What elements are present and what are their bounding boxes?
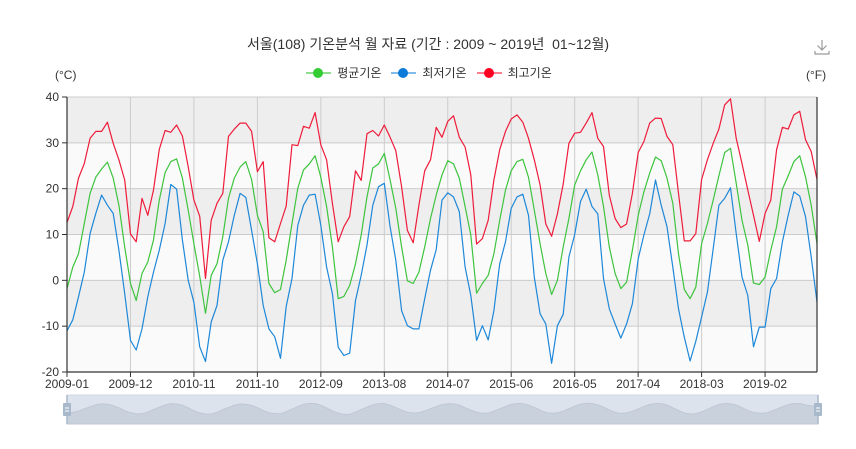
x-tick-label: 2009-12 <box>108 377 152 391</box>
download-icon <box>814 40 830 55</box>
plot-band <box>67 97 817 143</box>
x-tick-label: 2014-07 <box>426 377 470 391</box>
y-axis-unit-right: (°F) <box>806 68 827 82</box>
x-tick-label: 2016-05 <box>553 377 597 391</box>
legend-dot-min <box>398 67 409 78</box>
legend-item-min[interactable]: 최저기온 <box>391 64 467 81</box>
x-tick-label: 2018-03 <box>680 377 724 391</box>
legend-dot-max <box>483 67 494 78</box>
y-tick-label: 10 <box>46 228 60 242</box>
y-axis-unit-left: (°C) <box>55 68 77 82</box>
zoom-handle-right[interactable] <box>814 403 822 416</box>
x-axis-labels: 2009-01 2009-12 2010-11 2011-10 2012-09 2013-… <box>45 377 787 391</box>
legend-label-max: 최고기온 <box>507 66 552 80</box>
legend-dot-avg <box>313 67 324 78</box>
legend-label-avg: 평균기온 <box>337 66 382 80</box>
legend-marker-icon <box>476 66 502 80</box>
plot-background-bands <box>67 97 817 372</box>
series-line-min <box>66 179 818 364</box>
x-tick-label: 2009-01 <box>45 377 89 391</box>
x-tick-label: 2015-06 <box>489 377 533 391</box>
plot-band <box>67 142 817 189</box>
series-line-max <box>66 98 818 280</box>
x-tick-label: 2011-10 <box>236 377 279 391</box>
y-tick-label: 40 <box>46 90 60 104</box>
data-zoom-shadow <box>66 402 819 425</box>
legend-label-min: 최저기온 <box>422 66 467 80</box>
chart-title: 서울(108) 기온분석 월 자료 (기간 : 2009 ~ 2019년 01~… <box>246 36 610 52</box>
x-tick-label: 2019-02 <box>743 377 787 391</box>
plot-band <box>67 234 817 281</box>
y-tick-label: 20 <box>46 182 60 196</box>
axis-lines <box>62 96 818 377</box>
legend: 평균기온 최저기온 최고기온 <box>0 64 856 81</box>
plot-band <box>67 188 817 235</box>
legend-marker-icon <box>306 66 332 80</box>
y-tick-label: 30 <box>46 136 60 150</box>
x-tick-label: 2010-11 <box>172 377 215 391</box>
series-line-avg <box>66 147 818 314</box>
series-lines <box>66 98 818 364</box>
data-zoom-slider[interactable] <box>63 394 822 425</box>
x-tick-label: 2013-08 <box>362 377 406 391</box>
legend-item-max[interactable]: 최고기온 <box>476 64 552 81</box>
plot-band <box>67 326 817 372</box>
legend-marker-icon <box>391 66 417 80</box>
download-button[interactable] <box>813 38 831 56</box>
x-tick-label: 2017-04 <box>616 377 660 391</box>
legend-item-avg[interactable]: 평균기온 <box>306 64 381 81</box>
y-tick-label: 0 <box>52 273 59 287</box>
x-tick-label: 2012-09 <box>299 377 343 391</box>
plot-band <box>67 280 817 327</box>
y-axis-labels: 40 30 20 10 0 -10 -20 <box>42 90 60 379</box>
y-tick-label: -20 <box>42 365 60 379</box>
zoom-handle-left[interactable] <box>63 403 71 416</box>
y-tick-label: -10 <box>42 319 60 333</box>
